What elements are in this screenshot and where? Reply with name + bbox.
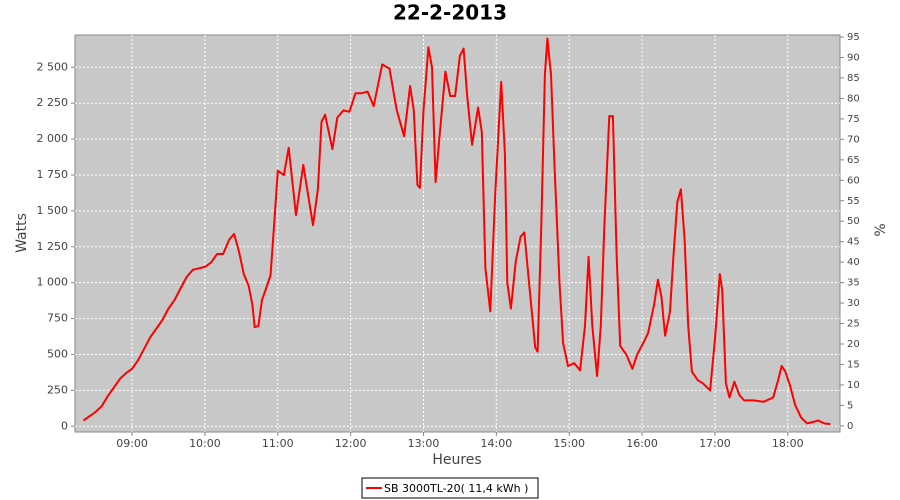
y2-tick-label: 35	[847, 278, 860, 289]
x-tick-label: 09:00	[116, 437, 148, 450]
legend-box	[361, 477, 539, 499]
x-tick-label: 17:00	[699, 437, 731, 450]
x-tick-label: 11:00	[262, 437, 294, 450]
y-tick-label: 1 250	[37, 240, 69, 253]
x-tick-label: 16:00	[626, 437, 658, 450]
y-tick-label: 1 750	[37, 168, 69, 181]
y-axis-label: Watts	[14, 213, 30, 253]
chart-title: 22-2-2013	[393, 1, 507, 25]
y-tick-label: 250	[47, 383, 68, 396]
x-axis-label: Heures	[432, 452, 481, 468]
y-tick-label: 500	[47, 347, 68, 360]
legend: SB 3000TL-20( 11,4 kWh )	[361, 477, 539, 499]
x-tick-label: 18:00	[772, 437, 804, 450]
y-tick-label: 750	[47, 312, 68, 325]
x-tick-label: 12:00	[335, 437, 367, 450]
y2-tick-label: 65	[847, 155, 860, 166]
y2-tick-label: 20	[847, 339, 860, 350]
y2-tick-label: 15	[847, 359, 860, 370]
y-tick-label: 1 000	[37, 276, 69, 289]
y2-tick-label: 85	[847, 73, 860, 84]
y2-tick-label: 5	[847, 400, 853, 411]
y2-tick-label: 0	[847, 421, 853, 432]
y-tick-label: 2 250	[37, 96, 69, 109]
y2-tick-label: 45	[847, 237, 860, 248]
y2-tick-label: 40	[847, 257, 860, 268]
y2-tick-label: 50	[847, 216, 860, 227]
y2-axis-label: %	[873, 223, 889, 236]
data-line	[82, 37, 831, 426]
y-tick-label: 2 500	[37, 60, 69, 73]
y2-tick-label: 10	[847, 380, 860, 391]
x-tick-label: 13:00	[408, 437, 440, 450]
y2-tick-label: 90	[847, 53, 860, 64]
y2-tick-label: 60	[847, 175, 860, 186]
y2-tick-label: 80	[847, 93, 860, 104]
y2-tick-label: 95	[847, 32, 860, 43]
y2-tick-label: 75	[847, 114, 860, 125]
x-tick-label: 15:00	[553, 437, 585, 450]
y2-tick-label: 70	[847, 134, 860, 145]
x-tick-label: 14:00	[481, 437, 513, 450]
y2-tick-label: 30	[847, 298, 860, 309]
y-tick-label: 1 500	[37, 204, 69, 217]
y-tick-label: 2 000	[37, 132, 69, 145]
y-tick-label: 0	[61, 419, 68, 432]
x-tick-label: 10:00	[189, 437, 221, 450]
y2-tick-label: 55	[847, 196, 860, 207]
legend-label: SB 3000TL-20( 11,4 kWh )	[384, 482, 528, 495]
y2-tick-label: 25	[847, 319, 860, 330]
